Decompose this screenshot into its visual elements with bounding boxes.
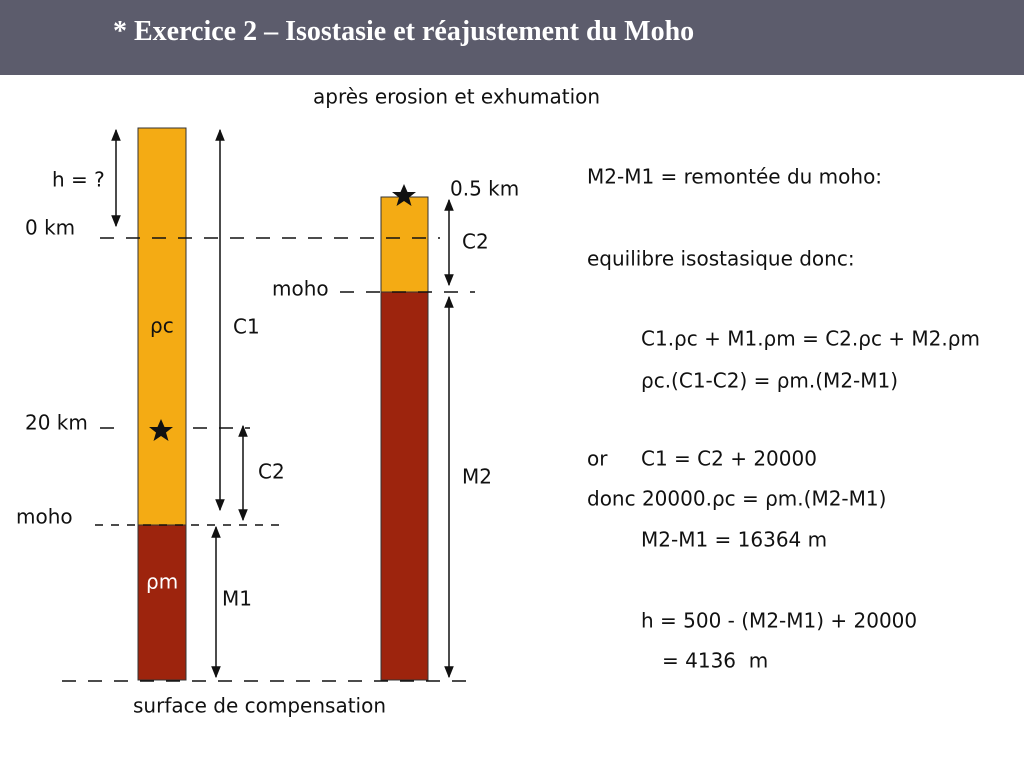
label: 20 km — [25, 411, 88, 435]
label: moho — [16, 505, 73, 529]
label: M1 — [222, 587, 252, 611]
label: ρc — [150, 314, 174, 338]
mantle-left — [137, 524, 187, 681]
title: * Exercice 2 – Isostasie et réajustement… — [113, 16, 695, 47]
label: 0 km — [25, 216, 75, 240]
label: C2 — [462, 230, 489, 254]
mantle-right — [380, 291, 429, 681]
label: h = ? — [52, 168, 105, 192]
label: surface de compensation — [133, 694, 386, 718]
equation: ρc.(C1-C2) = ρm.(M2-M1) — [641, 369, 898, 393]
equation: h = 500 - (M2-M1) + 20000 — [641, 609, 917, 633]
header-bar: * Exercice 2 – Isostasie et réajustement… — [0, 0, 1024, 75]
label: C2 — [258, 460, 285, 484]
label: moho — [272, 277, 329, 301]
equation: M2-M1 = remontée du moho: — [587, 165, 882, 189]
equation: M2-M1 = 16364 m — [641, 528, 827, 552]
equation: C1.ρc + M1.ρm = C2.ρc + M2.ρm — [641, 327, 980, 351]
equation: or — [587, 447, 608, 471]
label: 0.5 km — [450, 177, 519, 201]
equation: C1 = C2 + 20000 — [641, 447, 817, 471]
arrows — [111, 128, 454, 679]
equation: = 4136 m — [662, 649, 768, 673]
label: ρm — [146, 570, 178, 594]
crust-right — [380, 196, 429, 293]
caption: après erosion et exhumation — [313, 85, 600, 109]
label: C1 — [233, 315, 260, 339]
label: M2 — [462, 465, 492, 489]
equation: donc 20000.ρc = ρm.(M2-M1) — [587, 487, 886, 511]
equation: equilibre isostasique donc: — [587, 247, 855, 271]
